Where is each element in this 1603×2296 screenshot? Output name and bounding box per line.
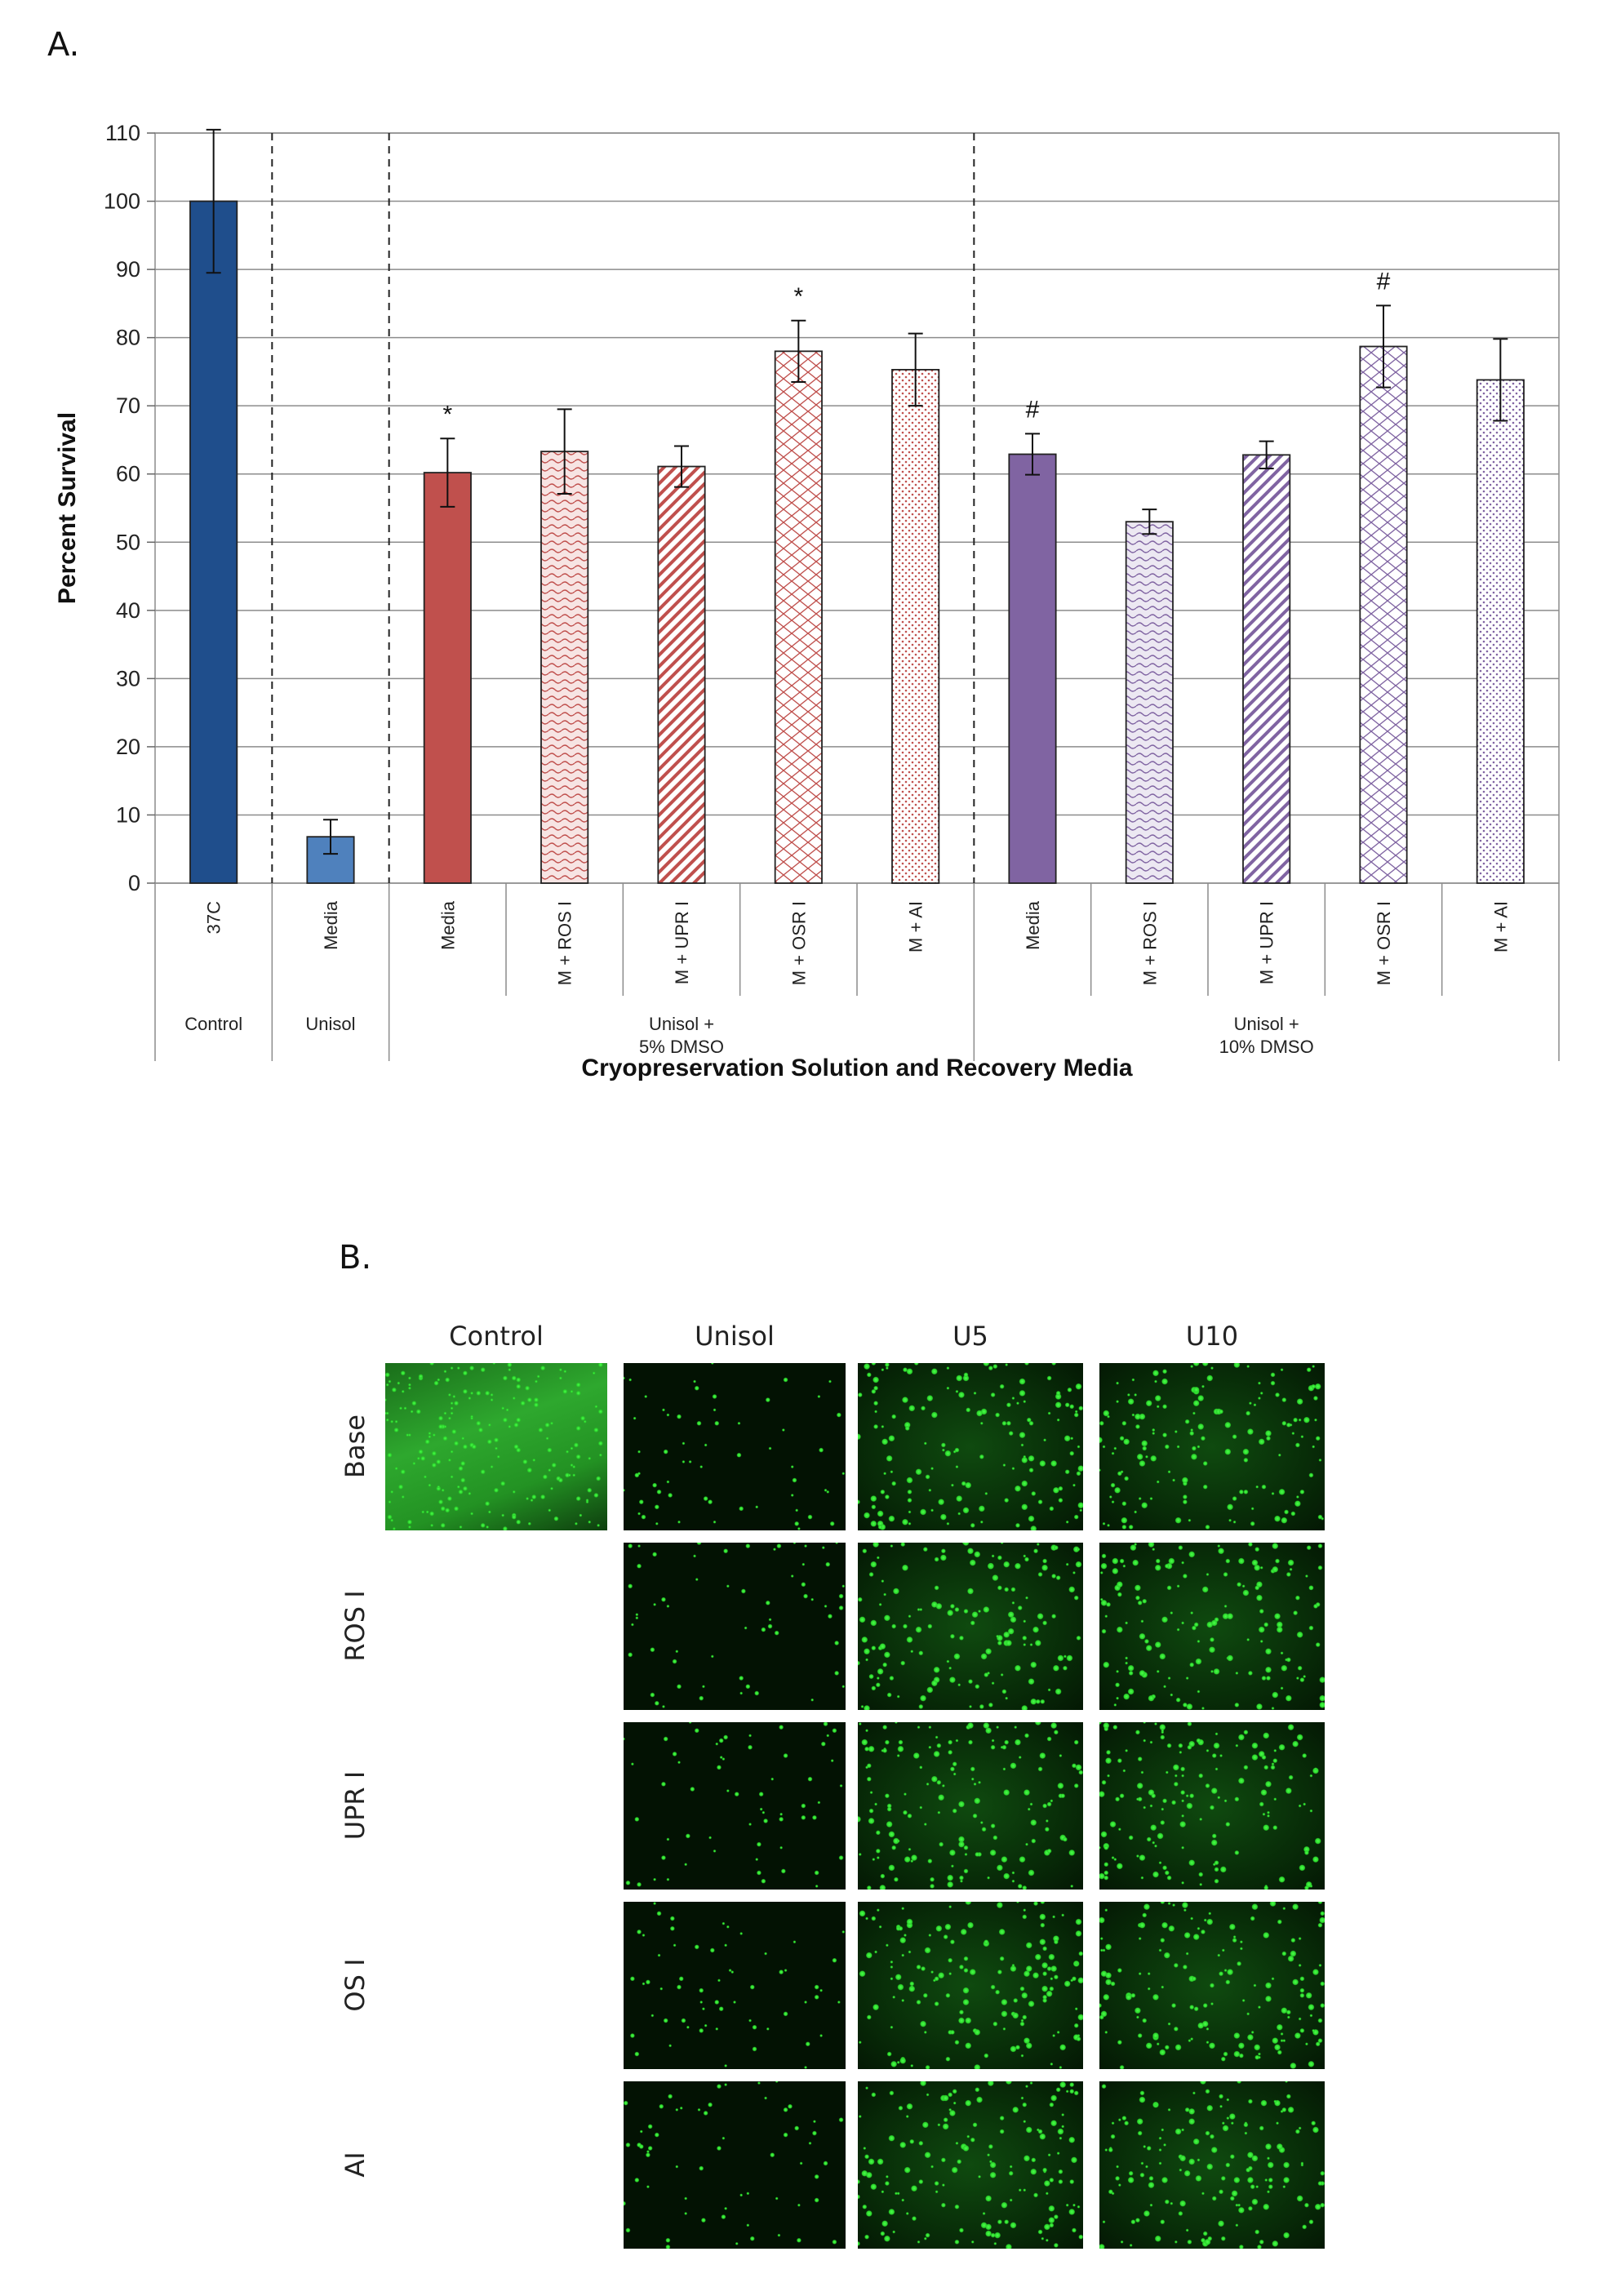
micrograph-image	[858, 1902, 1083, 2069]
bar-chart: 0 10 20 30 40 50 60 70 80 90 100 110 Percent Surviva…	[54, 121, 1560, 1081]
y-tick-label: 70	[116, 393, 140, 418]
category-label: M + UPR I	[1257, 901, 1277, 984]
x-axis-label: Cryopreservation Solution and Recovery M…	[581, 1055, 1132, 1081]
y-tick-label: 20	[116, 735, 140, 759]
group-label: Control	[184, 1014, 242, 1034]
bar	[1125, 521, 1174, 884]
category-label: M + AI	[906, 901, 926, 953]
panel-b-label: B.	[339, 1239, 372, 1277]
column-label: Unisol	[695, 1321, 775, 1352]
y-tick-label: 10	[116, 802, 140, 827]
significance-marker: *	[793, 283, 803, 310]
group-label: Unisol +	[1234, 1014, 1299, 1034]
micrograph-image	[1099, 1543, 1325, 1710]
y-tick-label: 100	[104, 189, 140, 214]
category-label: 37C	[204, 901, 224, 934]
bar	[189, 200, 238, 884]
micrograph-image	[385, 1363, 607, 1530]
group-label: Unisol +	[649, 1014, 714, 1034]
row-label: OS I	[340, 1957, 371, 2012]
category-label: M + UPR I	[672, 901, 692, 984]
micrograph-image	[858, 1543, 1083, 1710]
bar	[1476, 379, 1525, 884]
category-label: M + OSR I	[1374, 901, 1394, 985]
micrograph-image	[624, 1722, 846, 1890]
bar	[423, 472, 472, 884]
row-label: UPR I	[340, 1770, 371, 1840]
micrograph-image	[1099, 1722, 1325, 1890]
y-axis-label: Percent Survival	[54, 412, 81, 604]
bar	[774, 350, 823, 884]
group-label: 5% DMSO	[639, 1037, 724, 1057]
panel-a-label: A.	[47, 26, 80, 64]
bar	[540, 451, 589, 884]
significance-marker: #	[1026, 396, 1040, 423]
y-tick-label: 90	[116, 257, 140, 282]
y-tick-label: 40	[116, 598, 140, 623]
row-label: Base	[340, 1414, 371, 1478]
micrograph-image	[624, 1363, 846, 1530]
significance-marker: #	[1377, 268, 1391, 295]
row-label: ROS I	[340, 1589, 371, 1662]
category-label: Media	[1023, 900, 1043, 950]
category-label: M + ROS I	[555, 901, 575, 985]
y-tick-label: 80	[116, 326, 140, 350]
micrograph-image	[1099, 2081, 1325, 2249]
category-label: M + OSR I	[788, 901, 809, 985]
category-label: M + ROS I	[1139, 901, 1160, 985]
bar	[1008, 453, 1057, 884]
micrograph-image	[858, 1722, 1083, 1890]
significance-marker: *	[442, 401, 452, 428]
micrograph-image	[1099, 1363, 1325, 1530]
group-label: 10% DMSO	[1219, 1037, 1314, 1057]
bar	[891, 369, 940, 884]
y-tick-label: 110	[105, 121, 140, 145]
micrograph-image	[1099, 1902, 1325, 2069]
column-label: U10	[1185, 1321, 1239, 1352]
column-label: U5	[952, 1321, 988, 1352]
micrograph-image	[624, 1902, 846, 2069]
category-label: M + AI	[1490, 901, 1511, 953]
y-tick-label: 60	[116, 462, 140, 486]
bar	[1359, 345, 1408, 884]
column-label: Control	[449, 1321, 544, 1352]
micrograph-image	[624, 1543, 846, 1710]
micrograph-image	[624, 2081, 846, 2249]
bar	[657, 465, 706, 884]
group-label: Unisol	[305, 1014, 355, 1034]
y-tick-label: 50	[116, 530, 140, 554]
plot-area	[154, 132, 1560, 884]
micrograph-image	[858, 2081, 1083, 2249]
y-tick-label: 30	[116, 666, 140, 691]
y-tick-label: 0	[128, 871, 140, 895]
category-label: Media	[437, 900, 458, 950]
row-label: AI	[340, 2151, 371, 2178]
micrograph-image	[858, 1363, 1083, 1530]
bar	[1242, 454, 1291, 884]
category-label: Media	[321, 900, 341, 950]
